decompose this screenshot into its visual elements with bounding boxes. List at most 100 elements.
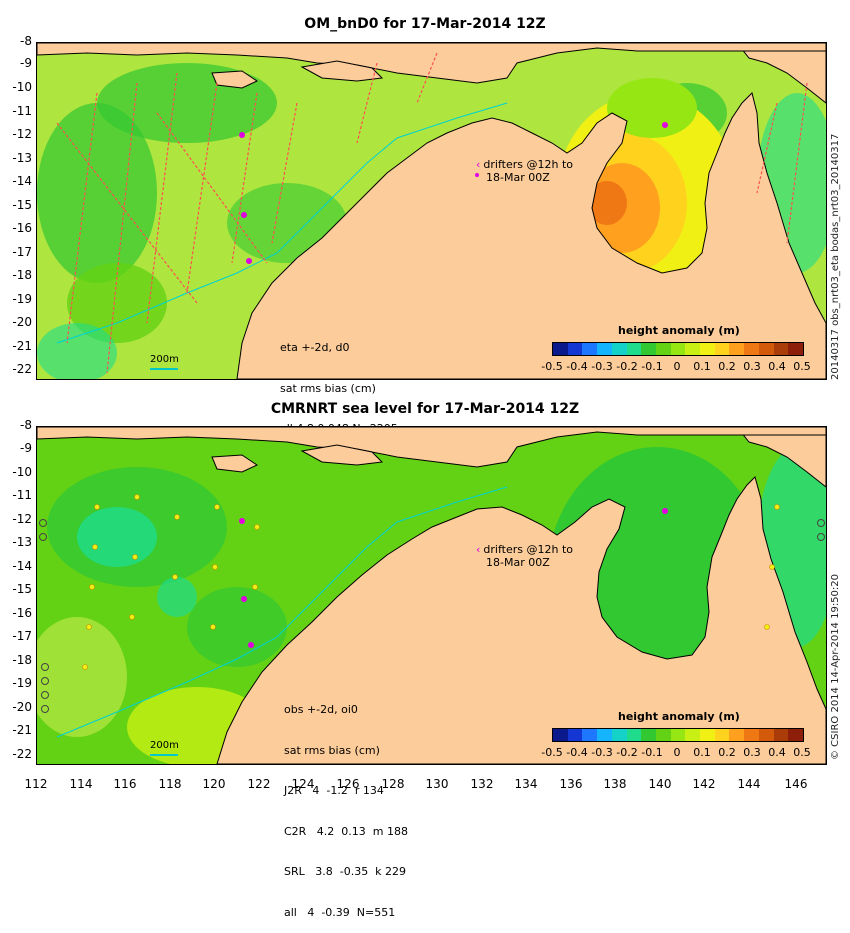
colorbar-swatch <box>788 343 803 355</box>
y-tick: -20 <box>12 700 32 714</box>
colorbar-swatch <box>611 343 627 355</box>
y-tick: -8 <box>20 34 32 48</box>
panel1-map-svg <box>37 43 826 379</box>
panel2-australia-land <box>216 476 826 764</box>
colorbar-swatch <box>729 729 745 741</box>
panel2-scalebar: 200m <box>150 740 179 756</box>
colorbar-tick: -0.5 <box>541 360 563 373</box>
y-tick: -18 <box>12 653 32 667</box>
y-tick: -12 <box>12 512 32 526</box>
scale-label: 200m <box>150 740 179 751</box>
panel2-anomaly-patch <box>77 507 157 567</box>
panel2-isobath <box>56 486 508 738</box>
y-tick: -9 <box>20 441 32 455</box>
colorbar-swatch <box>655 343 671 355</box>
panel2-indonesia-land <box>37 427 826 468</box>
stats-line: C2R 4.2 0.13 m 188 <box>284 824 408 838</box>
colorbar-tick: 0.3 <box>743 746 761 759</box>
x-tick: 140 <box>648 777 672 791</box>
colorbar-swatch <box>553 729 568 741</box>
colorbar-swatch <box>685 343 701 355</box>
colorbar-swatch <box>582 343 598 355</box>
x-tick: 114 <box>69 777 93 791</box>
colorbar-swatch <box>729 343 745 355</box>
drifter-arrow-icon: ‹ <box>476 158 481 171</box>
y-tick: -13 <box>12 151 32 165</box>
drifters-line: 18-Mar 00Z <box>486 556 550 569</box>
panel2-side-label: © CSIRO 2014 14-Apr-2014 19:50:20 <box>830 573 841 760</box>
y-tick: -20 <box>12 315 32 329</box>
colorbar-tick: -0.3 <box>591 746 613 759</box>
colorbar-swatch <box>744 343 759 355</box>
colorbar-tick: 0.4 <box>768 360 786 373</box>
colorbar-swatch <box>773 343 789 355</box>
panel2-sumba-land <box>211 454 259 473</box>
colorbar-swatch <box>626 343 642 355</box>
y-tick: -14 <box>12 174 32 188</box>
colorbar-swatch <box>567 343 583 355</box>
colorbar-tick: 0.2 <box>718 746 736 759</box>
y-tick: -11 <box>12 104 32 118</box>
y-tick: -21 <box>12 723 32 737</box>
y-tick: -16 <box>12 221 32 235</box>
colorbar-swatch <box>670 729 686 741</box>
x-tick: 126 <box>336 777 360 791</box>
colorbar-title: height anomaly (m) <box>618 710 740 723</box>
colorbar-tick: -0.1 <box>641 746 663 759</box>
x-tick: 144 <box>737 777 761 791</box>
x-tick: 136 <box>559 777 583 791</box>
x-tick: 130 <box>425 777 449 791</box>
x-tick: 122 <box>247 777 271 791</box>
y-tick: -15 <box>12 198 32 212</box>
colorbar-tick: 0 <box>673 746 681 759</box>
panel2-anomaly-patch <box>37 617 127 737</box>
colorbar-swatch <box>626 729 642 741</box>
colorbar-tick: -0.5 <box>541 746 563 759</box>
panel2-anomaly-patch <box>187 587 287 667</box>
colorbar-swatch <box>685 729 701 741</box>
colorbar-swatch <box>597 729 612 741</box>
panel1-title: OM_bnD0 for 17-Mar-2014 12Z <box>304 16 546 32</box>
panel2-drifters <box>239 508 668 648</box>
x-tick: 124 <box>291 777 315 791</box>
colorbar-tick: -0.4 <box>566 746 588 759</box>
panel2-anomaly-patch <box>157 577 197 617</box>
panel2-stats: obs +-2d, oi0 sat rms bias (cm) J2R 4 -1… <box>284 676 408 933</box>
y-tick: -9 <box>20 56 32 70</box>
stats-line: all 4 -0.39 N=551 <box>284 905 396 919</box>
x-tick: 118 <box>158 777 182 791</box>
colorbar-swatch <box>700 729 715 741</box>
stats-line: obs +-2d, oi0 <box>284 703 358 716</box>
colorbar-title: height anomaly (m) <box>618 324 740 337</box>
panel2-map-svg <box>37 427 826 764</box>
y-tick: -19 <box>12 676 32 690</box>
colorbar-tick: 0.2 <box>718 360 736 373</box>
colorbar-swatch <box>700 343 715 355</box>
panel1-indonesia-land <box>37 43 826 84</box>
colorbar-tick: 0 <box>673 360 681 373</box>
panel1-drifters <box>239 122 668 264</box>
colorbar-swatch <box>714 729 730 741</box>
colorbar-swatch <box>567 729 583 741</box>
drifters-line: drifters @12h to <box>483 543 573 556</box>
x-tick: 142 <box>692 777 716 791</box>
drifter-arrow-icon: ‹ <box>476 543 481 556</box>
colorbar-swatch <box>758 343 774 355</box>
y-tick: -10 <box>12 80 32 94</box>
panel1-scalebar: 200m <box>150 354 179 370</box>
panel1-sumba-land <box>211 70 259 89</box>
colorbar-tick: -0.4 <box>566 360 588 373</box>
y-tick: -22 <box>12 747 32 761</box>
stats-line: J2R 4 -1.2 r 134 <box>284 784 384 797</box>
colorbar-swatch <box>641 343 656 355</box>
colorbar-swatch <box>670 343 686 355</box>
panel2-title: CMRNRT sea level for 17-Mar-2014 12Z <box>270 401 580 417</box>
panel2-map <box>36 426 827 765</box>
y-tick: -11 <box>12 488 32 502</box>
colorbar-swatch <box>773 729 789 741</box>
x-tick: 128 <box>381 777 405 791</box>
x-tick: 146 <box>784 777 808 791</box>
colorbar-swatch <box>641 729 656 741</box>
panel1-png-land <box>736 43 826 104</box>
x-tick: 138 <box>603 777 627 791</box>
